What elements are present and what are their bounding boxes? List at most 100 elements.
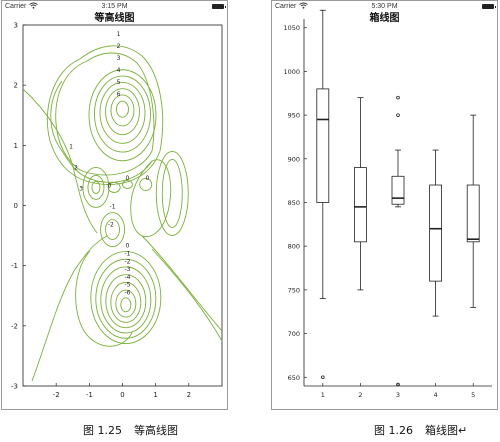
contour-label: 4 (117, 67, 121, 74)
x-tick-label: 2 (187, 391, 191, 399)
carrier-label: Carrier (275, 3, 297, 10)
caption-text: 箱线图↵ (425, 424, 468, 437)
outlier-point (320, 375, 325, 380)
contour-label: 1 (69, 143, 73, 150)
contour-label: 1 (117, 31, 121, 38)
contour-line (88, 69, 157, 162)
y-tick-label: 800 (288, 243, 300, 251)
contour-line (110, 94, 135, 127)
contour-label: -4 (124, 274, 130, 281)
y-tick-label: 3 (14, 22, 18, 30)
contour-label: 3 (117, 55, 121, 62)
contour-label: 0 (145, 175, 149, 182)
box-plot: 1050 1000 950 900 850 800 750 700 650 1 2 3 4 5 (283, 9, 492, 399)
x-tick-label: -2 (53, 391, 60, 399)
x-tick-label: 2 (358, 391, 362, 399)
contour-label: -3 (124, 266, 130, 273)
box-body (429, 184, 443, 282)
box-3 (391, 95, 405, 387)
box-1 (316, 9, 330, 380)
status-time: 5:30 PM (371, 3, 398, 10)
box-body (354, 167, 367, 243)
contour-label: -5 (124, 282, 130, 289)
x-tick-label: 5 (471, 391, 475, 399)
chart-title: 箱线图 (369, 13, 400, 24)
contour-line (75, 250, 133, 347)
figure-caption-boxplot: 图 1.26 箱线图↵ (374, 422, 467, 438)
caption-number: 图 1.25 (83, 424, 122, 437)
contour-line (100, 212, 126, 248)
y-tick-label: 1000 (283, 68, 300, 76)
wifi-icon (299, 2, 308, 11)
contour-line (100, 266, 152, 334)
outlier-point (396, 95, 400, 100)
box-body (391, 175, 405, 205)
contour-line (46, 45, 164, 185)
y-tick-label: -2 (11, 322, 18, 330)
contour-line (95, 258, 157, 339)
contour-label: 0 (126, 243, 130, 250)
contour-line (31, 235, 108, 382)
contour-label: 0 (107, 182, 111, 189)
chart-title: 等高线图 (94, 13, 135, 24)
x-tick-label: 0 (120, 391, 124, 399)
contour-line (155, 151, 189, 236)
contour-line (99, 81, 146, 144)
status-bar: Carrier 5:30 PM (272, 1, 497, 13)
contour-label: -2 (108, 222, 114, 229)
contour-line (105, 219, 121, 241)
y-tick-label: 1050 (283, 24, 300, 32)
contour-lines (22, 45, 223, 382)
y-tick-label: 950 (288, 112, 300, 120)
y-tick-label: 700 (288, 330, 300, 338)
battery-icon (482, 4, 496, 9)
contour-line (22, 88, 98, 234)
box-4 (429, 149, 443, 317)
contour-label: 5 (117, 79, 121, 86)
caption-text: 等高线图 (134, 424, 178, 437)
y-tick-label: 750 (288, 286, 300, 294)
outlier-point (396, 382, 400, 387)
contour-line (161, 159, 183, 228)
x-tick-label: 3 (396, 391, 400, 399)
y-tick-label: 2 (14, 82, 18, 90)
wifi-icon (29, 2, 38, 11)
contour-line (82, 166, 110, 208)
contour-label: 2 (74, 164, 78, 171)
boxplot-phone-screen: Carrier 5:30 PM 箱线图 1050 1000 950 900 850 800… (271, 0, 498, 410)
carrier-label: Carrier (5, 3, 27, 10)
x-tick-label: 1 (321, 391, 325, 399)
contour-line (105, 274, 147, 329)
contour-line (90, 251, 162, 345)
status-bar: Carrier 3:15 PM (2, 1, 227, 13)
x-tick-label: -1 (86, 391, 93, 399)
outlier-point (396, 113, 400, 117)
contour-line (94, 75, 151, 153)
status-time: 3:15 PM (101, 3, 128, 10)
contour-line (110, 281, 142, 323)
y-tick-label: 650 (288, 374, 300, 382)
contour-line (122, 179, 133, 189)
y-tick-label: 1 (14, 142, 18, 150)
contour-label: -1 (124, 250, 130, 257)
contour-line (120, 297, 132, 313)
y-tick-label: 850 (288, 199, 300, 207)
box-5 (466, 114, 480, 308)
battery-icon (212, 4, 226, 9)
contour-line (116, 100, 129, 118)
figure-caption-contour: 图 1.25 等高线图 (83, 422, 178, 438)
y-tick-label: -1 (11, 262, 18, 270)
contour-line (105, 88, 140, 136)
contour-line (55, 52, 155, 176)
contour-line (91, 180, 101, 194)
contour-label: 2 (117, 43, 121, 50)
box-body (466, 184, 480, 243)
y-tick-label: 900 (288, 155, 300, 163)
contour-label: 3 (79, 185, 83, 192)
contour-label: 6 (117, 91, 121, 98)
plot-frame (22, 24, 223, 387)
contour-line (87, 174, 105, 200)
contour-line (115, 289, 137, 318)
y-tick-label: -3 (11, 383, 18, 391)
